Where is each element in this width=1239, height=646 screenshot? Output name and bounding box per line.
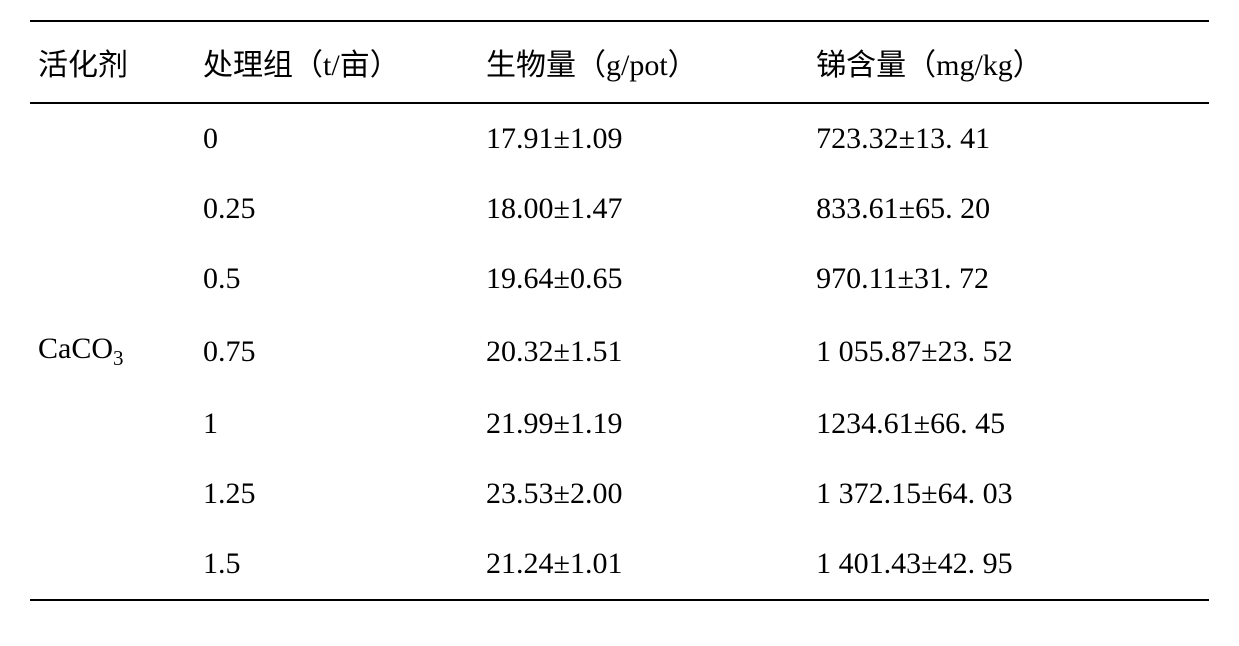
- cell-group: 0.5: [195, 244, 478, 314]
- cell-activator: [30, 244, 195, 314]
- cell-sb: 1 401.43±42. 95: [808, 529, 1209, 600]
- cell-group: 1.25: [195, 459, 478, 529]
- cell-biomass: 21.24±1.01: [478, 529, 808, 600]
- table-row: 0.2518.00±1.47833.61±65. 20: [30, 174, 1209, 244]
- table-body: 017.91±1.09723.32±13. 410.2518.00±1.4783…: [30, 103, 1209, 600]
- table-row: CaCO30.7520.32±1.511 055.87±23. 52: [30, 314, 1209, 389]
- cell-group: 0: [195, 103, 478, 174]
- table-row: 1.521.24±1.011 401.43±42. 95: [30, 529, 1209, 600]
- cell-activator: [30, 529, 195, 600]
- cell-sb: 1234.61±66. 45: [808, 389, 1209, 459]
- col-header-group: 处理组（t/亩）: [195, 21, 478, 103]
- table-row: 1.2523.53±2.001 372.15±64. 03: [30, 459, 1209, 529]
- table-row: 017.91±1.09723.32±13. 41: [30, 103, 1209, 174]
- table-row: 0.519.64±0.65970.11±31. 72: [30, 244, 1209, 314]
- cell-group: 1: [195, 389, 478, 459]
- cell-biomass: 18.00±1.47: [478, 174, 808, 244]
- cell-sb: 723.32±13. 41: [808, 103, 1209, 174]
- cell-sb: 1 055.87±23. 52: [808, 314, 1209, 389]
- data-table: 活化剂 处理组（t/亩） 生物量（g/pot） 锑含量（mg/kg） 017.9…: [30, 20, 1209, 601]
- cell-activator: [30, 103, 195, 174]
- col-header-biomass: 生物量（g/pot）: [478, 21, 808, 103]
- cell-activator: [30, 174, 195, 244]
- cell-activator: [30, 459, 195, 529]
- cell-biomass: 20.32±1.51: [478, 314, 808, 389]
- cell-activator: [30, 389, 195, 459]
- header-row: 活化剂 处理组（t/亩） 生物量（g/pot） 锑含量（mg/kg）: [30, 21, 1209, 103]
- cell-biomass: 23.53±2.00: [478, 459, 808, 529]
- cell-group: 0.25: [195, 174, 478, 244]
- cell-group: 0.75: [195, 314, 478, 389]
- cell-activator: CaCO3: [30, 314, 195, 389]
- cell-sb: 833.61±65. 20: [808, 174, 1209, 244]
- cell-biomass: 17.91±1.09: [478, 103, 808, 174]
- col-header-sb: 锑含量（mg/kg）: [808, 21, 1209, 103]
- cell-group: 1.5: [195, 529, 478, 600]
- cell-sb: 1 372.15±64. 03: [808, 459, 1209, 529]
- table-row: 121.99±1.191234.61±66. 45: [30, 389, 1209, 459]
- cell-biomass: 19.64±0.65: [478, 244, 808, 314]
- cell-biomass: 21.99±1.19: [478, 389, 808, 459]
- cell-sb: 970.11±31. 72: [808, 244, 1209, 314]
- col-header-activator: 活化剂: [30, 21, 195, 103]
